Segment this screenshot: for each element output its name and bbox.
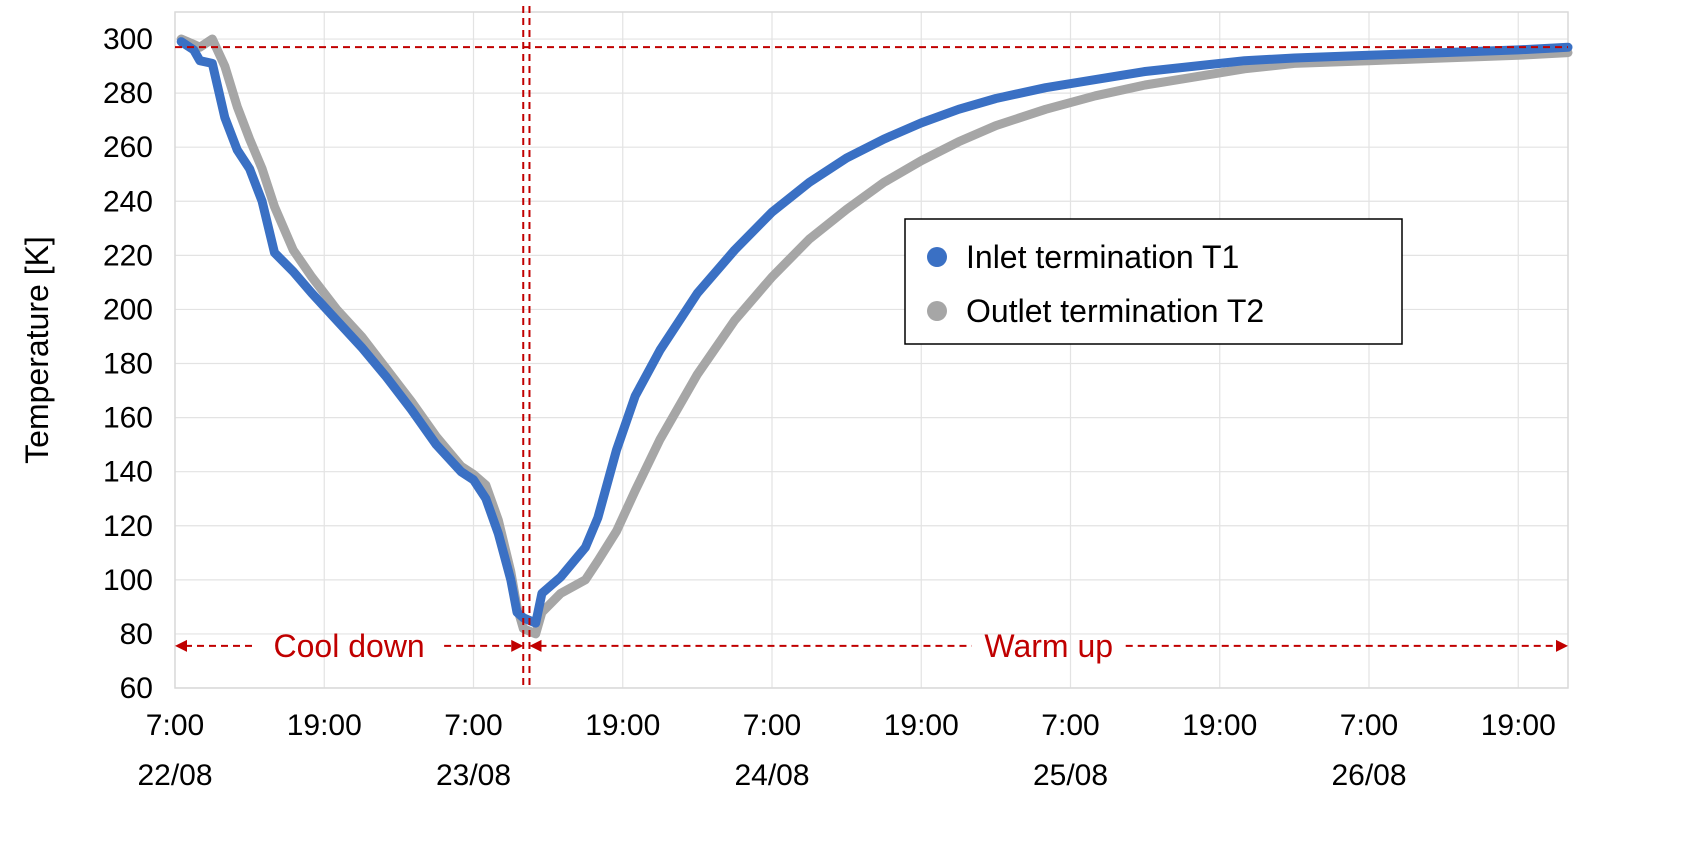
x-tick-date-label: 25/08 [1033,759,1108,792]
legend-box [904,218,1403,345]
plot-area-border [174,11,1569,689]
x-tick-label: 7:00 [146,709,204,742]
x-axis-ticks: 7:00 22/08 19:00 7:00 23/08 19:00 7:00 24/08 19:… [137,709,1555,792]
y-axis-ticks: 60 80 100 120 140 160 180 200 220 240 260 280 300 [103,23,153,705]
series-line [176,37,1573,628]
y-tick-label: 220 [103,239,153,272]
reference-lines [175,6,1568,688]
warm-up-label: Warm up [984,628,1113,664]
x-tick-date-label: 23/08 [436,759,511,792]
x-tick-label: 7:00 [743,709,801,742]
x-tick-label: 19:00 [585,709,660,742]
legend: Inlet termination T1 Outlet termination T… [904,218,1403,345]
x-tick-date-label: 22/08 [137,759,212,792]
x-tick-date-label: 24/08 [734,759,809,792]
y-tick-label: 260 [103,131,153,164]
y-tick-label: 180 [103,348,153,381]
series-layer [176,34,1573,639]
x-tick-date-label: 26/08 [1331,759,1406,792]
legend-marker-icon [927,247,947,267]
x-tick-label: 7:00 [1041,709,1099,742]
arrowhead-left-icon [175,639,187,652]
y-tick-label: 160 [103,402,153,435]
x-tick-label: 19:00 [1481,709,1556,742]
cool-down-label: Cool down [274,628,425,664]
legend-marker-icon [927,301,947,321]
x-tick-label: 19:00 [287,709,362,742]
y-tick-label: 300 [103,23,153,56]
y-tick-label: 80 [120,618,153,651]
y-tick-label: 100 [103,564,153,597]
y-tick-label: 120 [103,510,153,543]
arrowhead-right-icon [511,639,524,652]
series-line [176,34,1573,639]
x-tick-label: 7:00 [1340,709,1398,742]
legend-entry-label: Outlet termination T2 [966,293,1264,329]
arrowhead-left-icon [529,639,542,652]
x-tick-label: 19:00 [1182,709,1257,742]
y-tick-label: 240 [103,185,153,218]
x-tick-label: 7:00 [444,709,502,742]
x-tick-label: 19:00 [884,709,959,742]
y-tick-label: 200 [103,293,153,326]
y-axis-label: Temperature [K] [19,236,55,464]
y-tick-label: 140 [103,456,153,489]
y-tick-label: 60 [120,672,153,705]
arrowhead-right-icon [1556,639,1568,652]
phase-annotations: Cool down Warm up [175,628,1568,664]
y-tick-label: 280 [103,77,153,110]
legend-entry-label: Inlet termination T1 [966,239,1239,275]
